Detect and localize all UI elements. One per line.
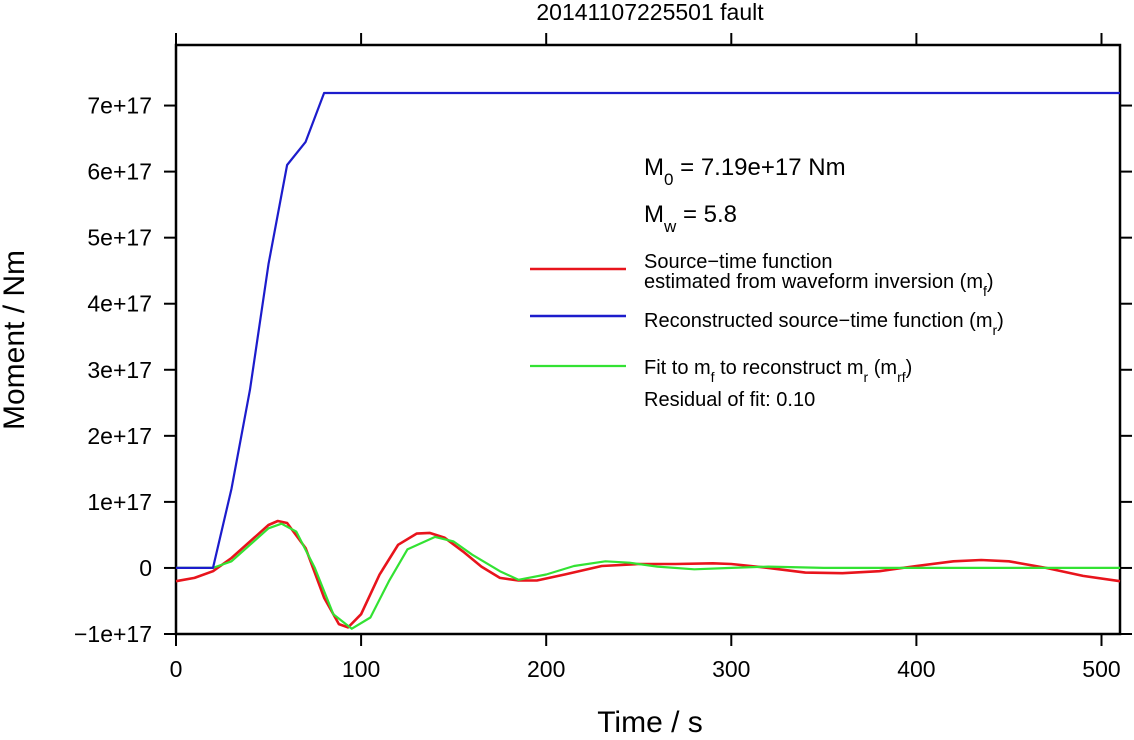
x-axis-label: Time / s — [597, 706, 703, 735]
series-line-fit — [176, 522, 1120, 630]
legend-label-reconstructed: Reconstructed source−time function (mr) — [644, 310, 1004, 338]
x-tick-label: 400 — [897, 656, 935, 682]
plot-frame — [174, 43, 1122, 636]
residual-annotation: Residual of fit: 0.10 — [644, 389, 815, 411]
legend-label-waveform-line1: Source−time function — [644, 251, 832, 273]
x-tick-label: 200 — [527, 656, 565, 682]
series-layer — [175, 91, 1121, 630]
y-tick-label: 3e+17 — [87, 357, 152, 383]
x-tick-label: 300 — [712, 656, 750, 682]
y-tick-label: 1e+17 — [87, 489, 152, 515]
y-axis-label: Moment / Nm — [0, 250, 31, 430]
axis-ticks: 0 100 200 300 400 500 −1e+17 0 1e+17 2e+17 3e+17 4e… — [74, 33, 1132, 682]
chart-title: 20141107225501 fault — [536, 0, 764, 25]
y-tick-label: 6e+17 — [87, 159, 152, 185]
y-tick-label: 5e+17 — [87, 225, 152, 251]
annotations: M0 = 7.19e+17 Nm Mw = 5.8 Residual of fit:… — [644, 154, 846, 411]
y-tick-label: 0 — [139, 555, 152, 581]
magnitude-annotation: Mw = 5.8 — [644, 201, 737, 236]
moment-annotation: M0 = 7.19e+17 Nm — [644, 154, 846, 189]
y-tick-label: 2e+17 — [87, 423, 152, 449]
x-tick-label: 500 — [1082, 656, 1120, 682]
x-tick-label: 0 — [170, 656, 183, 682]
y-tick-label: 7e+17 — [87, 93, 152, 119]
y-tick-label: 4e+17 — [87, 291, 152, 317]
legend-label-fit: Fit to mf to reconstruct mr (mrf) — [644, 357, 912, 385]
y-tick-label: −1e+17 — [74, 621, 152, 647]
x-tick-label: 100 — [342, 656, 380, 682]
series-line-reconstructed — [176, 91, 1120, 570]
legend-label-waveform-line2: estimated from waveform inversion (mf) — [644, 271, 994, 299]
